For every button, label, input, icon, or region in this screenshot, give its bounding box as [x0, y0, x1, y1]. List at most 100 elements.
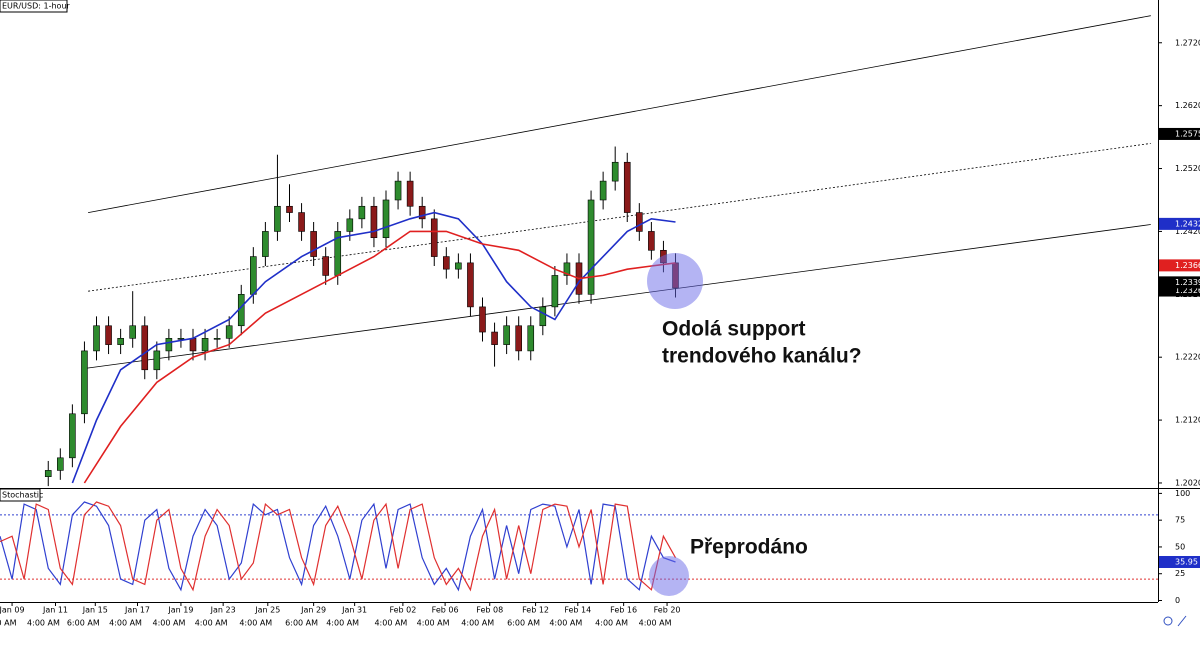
- candle-body: [105, 325, 112, 345]
- y-tick-label: 75: [1175, 516, 1185, 525]
- candle-body: [623, 161, 631, 213]
- candle-body: [358, 205, 366, 220]
- chart-title: EUR/USD: 1-hour: [2, 2, 71, 11]
- x-tick-time: 4:00 AM: [549, 619, 582, 628]
- moving-average: [71, 211, 676, 484]
- stochastic-line: [0, 501, 676, 592]
- candle-body: [177, 338, 185, 340]
- candle-body: [587, 199, 595, 295]
- candle-body: [551, 275, 559, 308]
- indicator-title: Stochastic: [2, 491, 43, 500]
- candle-body: [274, 205, 281, 232]
- x-tick-label: Feb 20: [654, 606, 681, 615]
- candle-body: [418, 205, 426, 220]
- price-flag-label: 1.2575: [1175, 129, 1200, 138]
- candle-body: [69, 413, 76, 459]
- x-tick-time: 4:00 AM: [152, 619, 185, 628]
- x-tick-label: Jan 17: [124, 606, 150, 615]
- x-tick-time: 6:00 AM: [507, 619, 540, 628]
- annotation: trendového kanálu?: [662, 345, 862, 368]
- icon[interactable]: [1163, 616, 1173, 626]
- candle-body: [382, 199, 390, 239]
- candle-body: [322, 256, 329, 276]
- value-flag: [1159, 555, 1200, 568]
- annotation: Přeprodáno: [690, 536, 808, 559]
- candle-body: [201, 338, 209, 352]
- title-box: [0, 0, 68, 13]
- x-tick-label: Feb 06: [432, 606, 459, 615]
- y-tick-label: 1.2120: [1175, 416, 1200, 425]
- candle-body: [189, 338, 197, 352]
- candle-body: [467, 262, 474, 308]
- icon[interactable]: [1177, 615, 1187, 627]
- candle-body: [430, 218, 438, 257]
- candle-body: [298, 212, 305, 232]
- trend-line: [84, 224, 1151, 369]
- candle-body: [636, 212, 643, 232]
- price-flag: [1159, 217, 1200, 230]
- price-flag-label: 1.2339: [1175, 278, 1200, 287]
- plot: 1.27201.26201.25201.24201.23201.22201.21…: [0, 15, 1200, 628]
- x-tick-time: 6:00 AM: [67, 619, 100, 628]
- indicator-title-box: [0, 488, 41, 502]
- price-flag: [1159, 276, 1200, 289]
- x-tick-label: Feb 14: [564, 606, 591, 615]
- x-tick-label: Jan 15: [82, 606, 108, 615]
- candle-body: [599, 180, 607, 201]
- price-flag: [1159, 127, 1200, 140]
- toolbar-icons[interactable]: [1163, 615, 1187, 627]
- x-tick-time: 2:00 AM: [0, 619, 17, 628]
- candle-body: [213, 338, 221, 340]
- x-tick-label: Feb 12: [522, 606, 549, 615]
- candle-body: [406, 180, 414, 207]
- x-tick-label: Feb 02: [389, 606, 416, 615]
- candle-body: [165, 338, 173, 352]
- y-tick-label: 1.2620: [1175, 101, 1200, 110]
- y-tick-label: 100: [1175, 489, 1190, 498]
- candle-body: [394, 180, 402, 201]
- candle-body: [346, 218, 354, 232]
- x-tick-label: Jan 23: [210, 606, 236, 615]
- y-tick-label: 1.2220: [1175, 353, 1200, 362]
- price-flag-label: 1.2432: [1175, 219, 1200, 228]
- candle-body: [225, 325, 233, 339]
- candle-body: [527, 325, 535, 352]
- candle-body: [93, 325, 100, 352]
- candle-body: [153, 350, 161, 371]
- x-tick-label: Jan 31: [341, 606, 367, 615]
- x-tick-label: Feb 08: [476, 606, 503, 615]
- y-tick-label: 0: [1175, 596, 1180, 605]
- candle-body: [117, 338, 124, 345]
- highlight-circle: [649, 556, 689, 596]
- value-flag-label: 35.95: [1175, 557, 1198, 566]
- candle-body: [129, 325, 136, 339]
- x-tick-time: 4:00 AM: [461, 619, 494, 628]
- x-tick-time: 4:00 AM: [326, 619, 359, 628]
- candle-body: [503, 325, 510, 345]
- x-tick-time: 4:00 AM: [195, 619, 228, 628]
- y-tick-label: 50: [1175, 542, 1185, 551]
- x-tick-time: 4:00 AM: [595, 619, 628, 628]
- moving-average: [83, 230, 676, 484]
- candle-body: [648, 231, 655, 251]
- x-tick-label: Feb 16: [610, 606, 637, 615]
- x-tick-label: Jan 19: [167, 606, 193, 615]
- x-tick-time: 6:00 AM: [285, 619, 318, 628]
- x-tick-time: 4:00 AM: [639, 619, 672, 628]
- y-tick-label: 1.2020: [1175, 478, 1200, 487]
- candle-body: [250, 256, 257, 295]
- x-tick-label: Jan 11: [42, 606, 68, 615]
- candle-body: [611, 161, 619, 182]
- highlight-circle: [647, 253, 703, 309]
- candle-body: [286, 205, 293, 213]
- x-tick-time: 4:00 AM: [27, 619, 60, 628]
- candle-body: [515, 325, 522, 352]
- x-tick-time: 4:00 AM: [109, 619, 142, 628]
- candle-body: [310, 231, 317, 257]
- candle-body: [262, 231, 269, 257]
- y-tick-label: 25: [1175, 569, 1185, 578]
- candle-body: [370, 205, 378, 239]
- candle-body: [455, 262, 462, 270]
- x-tick-time: 4:00 AM: [239, 619, 272, 628]
